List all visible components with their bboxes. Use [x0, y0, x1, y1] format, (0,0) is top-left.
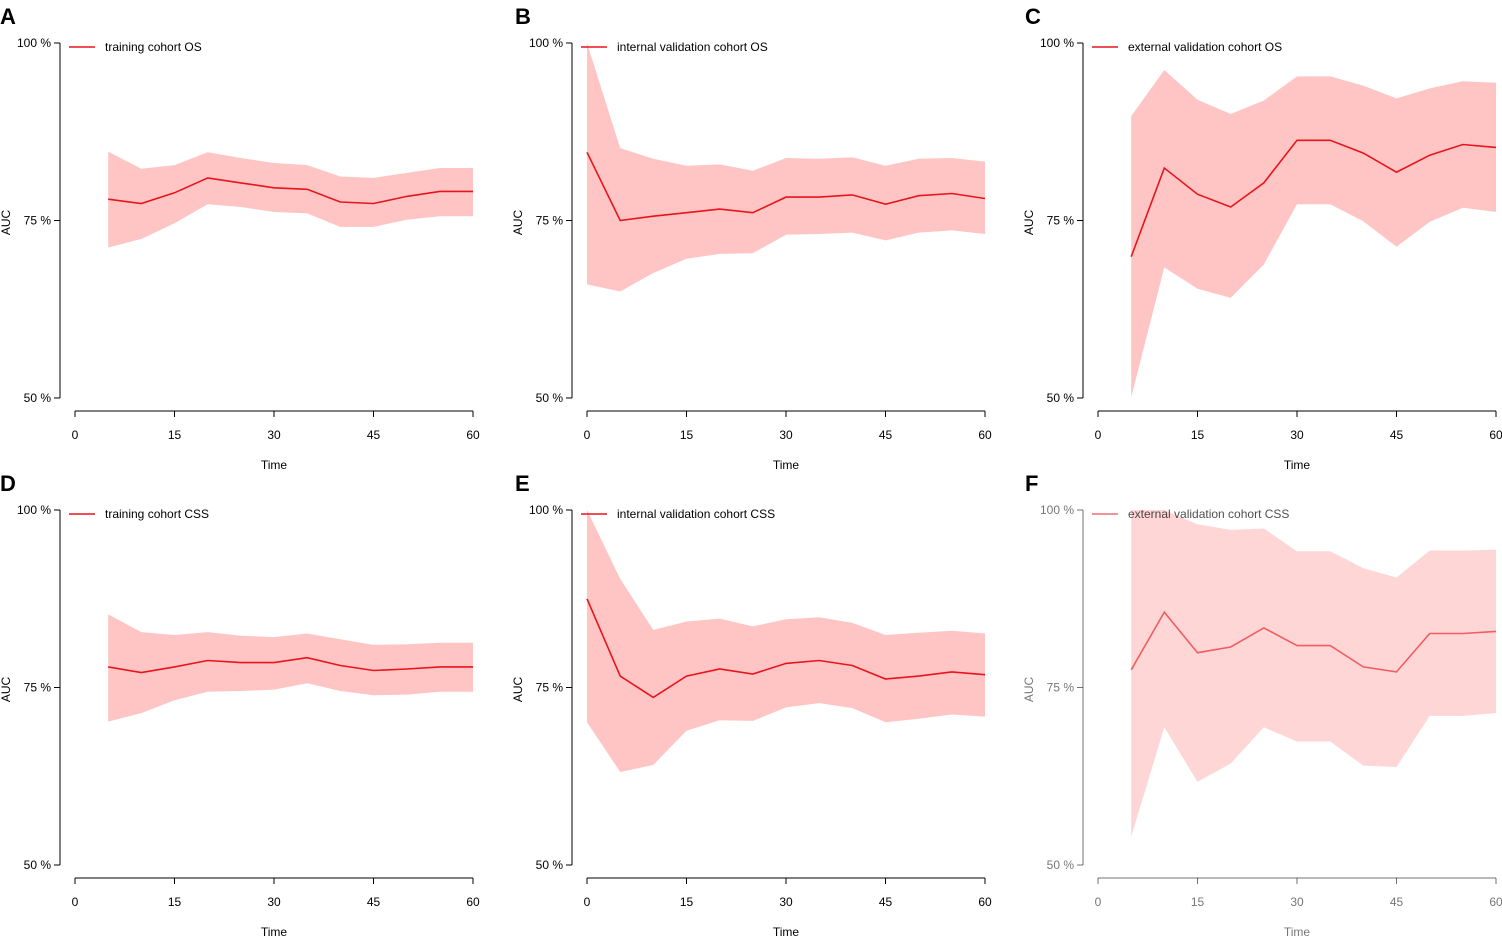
x-tick-label: 30 [267, 895, 281, 909]
confidence-band [587, 43, 985, 292]
x-axis-title: Time [261, 458, 288, 472]
panel-d: D 50 % 75 % 100 % 0 15 30 45 60 Time AUC training c… [0, 471, 480, 937]
x-tick-label: 60 [466, 428, 480, 442]
x-axis-title: Time [773, 925, 800, 937]
panel-letter: D [0, 471, 16, 496]
x-axis-title: Time [1284, 458, 1311, 472]
y-tick-label: 100 % [1040, 503, 1074, 517]
x-tick-label: 30 [1290, 895, 1304, 909]
y-tick-label: 100 % [1040, 36, 1074, 50]
confidence-band [108, 151, 473, 248]
auc-line [586, 151, 986, 222]
legend-label: internal validation cohort CSS [617, 507, 775, 521]
x-tick-label: 30 [779, 895, 793, 909]
x-tick-label: 0 [1095, 428, 1102, 442]
legend-label: internal validation cohort OS [617, 40, 768, 54]
panel-letter: A [0, 4, 16, 29]
y-axis-title: AUC [1022, 210, 1036, 236]
x-axis-title: Time [1284, 925, 1311, 937]
panel-letter: E [515, 471, 530, 496]
y-axis-title: AUC [511, 210, 525, 236]
legend-label: training cohort CSS [105, 507, 209, 521]
panel-b: B 50 % 75 % 100 % 0 15 30 45 60 Time AUC internal v… [511, 4, 992, 472]
x-tick-label: 45 [1390, 895, 1404, 909]
x-tick-label: 0 [584, 895, 591, 909]
legend-label: external validation cohort OS [1128, 40, 1282, 54]
panel-f: F 50 % 75 % 100 % 0 15 30 45 60 Time AUC external v… [1022, 471, 1502, 937]
auc-line [108, 177, 473, 205]
x-tick-label: 60 [978, 428, 992, 442]
x-tick-label: 15 [680, 428, 694, 442]
confidence-band [108, 614, 473, 722]
y-tick-label: 100 % [529, 503, 563, 517]
panel-c: C 50 % 75 % 100 % 0 15 30 45 60 Time AUC external v… [1022, 4, 1502, 472]
confidence-band [587, 510, 985, 772]
y-tick-label: 75 % [536, 214, 564, 228]
y-tick-label: 100 % [529, 36, 563, 50]
x-tick-label: 30 [779, 428, 793, 442]
y-tick-label: 75 % [536, 681, 564, 695]
x-tick-label: 15 [168, 428, 182, 442]
panel-a: A 50 % 75 % 100 % 0 15 30 45 60 Time AUC training c… [0, 4, 480, 472]
x-axis-title: Time [773, 458, 800, 472]
y-axis-title: AUC [511, 677, 525, 703]
y-tick-label: 50 % [536, 858, 564, 872]
x-tick-label: 45 [879, 428, 893, 442]
x-tick-label: 15 [680, 895, 694, 909]
x-tick-label: 60 [1489, 895, 1502, 909]
y-tick-label: 50 % [24, 858, 52, 872]
panel-letter: C [1025, 4, 1041, 29]
x-tick-label: 15 [1191, 895, 1205, 909]
y-tick-label: 75 % [1047, 214, 1075, 228]
y-axis-title: AUC [1022, 677, 1036, 703]
y-tick-label: 50 % [24, 391, 52, 405]
legend-label: external validation cohort CSS [1128, 507, 1289, 521]
panel-letter: B [515, 4, 531, 29]
auc-line [1130, 139, 1497, 257]
auc-line [108, 656, 473, 674]
y-tick-label: 75 % [24, 681, 52, 695]
panel-letter: F [1025, 471, 1038, 496]
y-tick-label: 50 % [536, 391, 564, 405]
x-tick-label: 0 [584, 428, 591, 442]
x-tick-label: 60 [978, 895, 992, 909]
x-tick-label: 60 [1489, 428, 1502, 442]
y-axis-title: AUC [0, 210, 13, 236]
x-tick-label: 45 [879, 895, 893, 909]
x-tick-label: 0 [72, 428, 79, 442]
x-tick-label: 15 [1191, 428, 1205, 442]
y-tick-label: 50 % [1047, 391, 1075, 405]
y-tick-label: 50 % [1047, 858, 1075, 872]
legend-label: training cohort OS [105, 40, 202, 54]
x-axis-title: Time [261, 925, 288, 937]
y-tick-label: 75 % [24, 214, 52, 228]
panel-e: E 50 % 75 % 100 % 0 15 30 45 60 Time AUC internal v… [511, 471, 992, 937]
x-tick-label: 60 [466, 895, 480, 909]
confidence-band [1131, 70, 1496, 398]
confidence-band [1131, 510, 1496, 837]
x-tick-label: 0 [1095, 895, 1102, 909]
auc-line [1130, 610, 1497, 673]
x-tick-label: 15 [168, 895, 182, 909]
x-tick-label: 0 [72, 895, 79, 909]
x-tick-label: 45 [367, 428, 381, 442]
auc-line [586, 598, 986, 699]
y-tick-label: 100 % [17, 503, 51, 517]
x-tick-label: 45 [367, 895, 381, 909]
x-tick-label: 30 [1290, 428, 1304, 442]
x-tick-label: 45 [1390, 428, 1404, 442]
y-tick-label: 75 % [1047, 681, 1075, 695]
y-tick-label: 100 % [17, 36, 51, 50]
y-axis-title: AUC [0, 677, 13, 703]
x-tick-label: 30 [267, 428, 281, 442]
